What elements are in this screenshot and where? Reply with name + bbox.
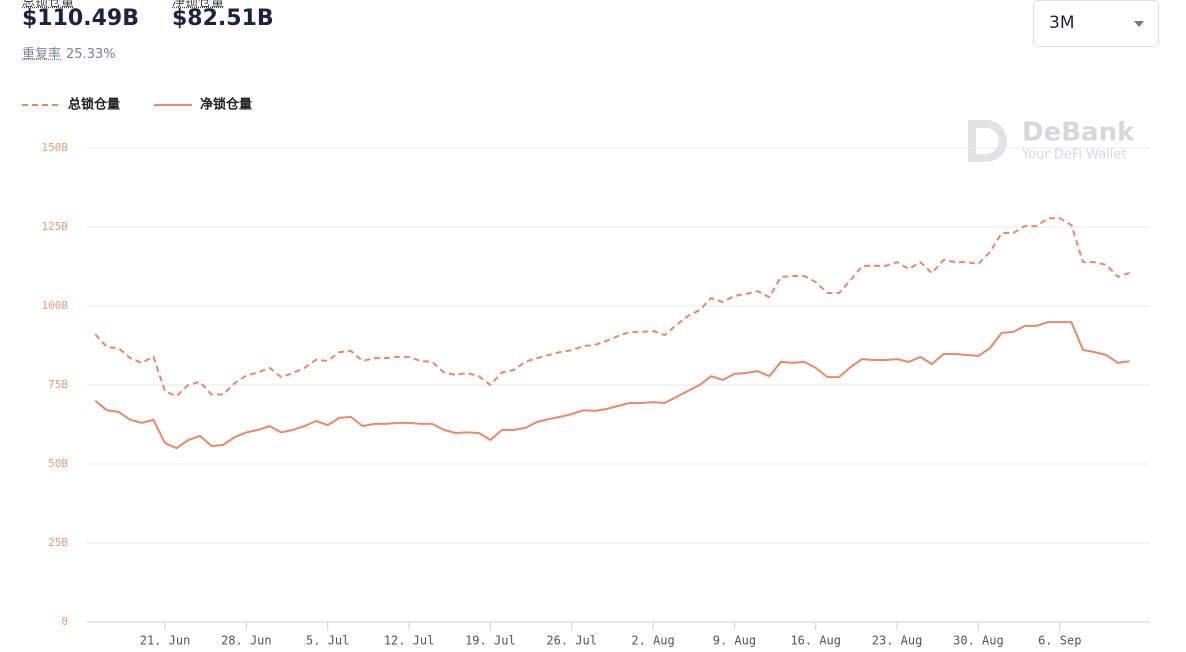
x-tick-label: 2. Aug bbox=[631, 634, 674, 648]
series-line bbox=[94, 217, 1130, 398]
x-tick-label: 21. Jun bbox=[140, 634, 191, 648]
y-tick-label: 150B bbox=[42, 141, 69, 154]
legend-label: 净锁仓量 bbox=[200, 97, 252, 113]
x-tick-label: 16. Aug bbox=[790, 634, 841, 648]
range-select[interactable]: 3M bbox=[1033, 0, 1159, 47]
x-tick-label: 5. Jul bbox=[306, 634, 349, 648]
x-tick-label: 26. Jul bbox=[546, 634, 597, 648]
legend-label: 总锁仓量 bbox=[68, 97, 120, 113]
net-label: 净锁仓量 bbox=[172, 0, 225, 10]
net-value: $82.51B bbox=[172, 6, 274, 31]
watermark-brand: DeBank bbox=[1022, 118, 1135, 148]
dup-label: 重复率 bbox=[22, 47, 62, 62]
watermark-tagline: Your DeFi Wallet bbox=[1021, 148, 1126, 163]
range-value: 3M bbox=[1049, 13, 1075, 33]
y-tick-label: 75B bbox=[48, 378, 68, 391]
x-tick-label: 19. Jul bbox=[465, 634, 516, 648]
y-tick-label: 25B bbox=[48, 536, 68, 549]
x-tick-label: 9. Aug bbox=[713, 634, 756, 648]
x-tick-label: 28. Jun bbox=[221, 634, 272, 648]
dup-rate: 重复率 25.33% bbox=[22, 43, 116, 62]
y-tick-label: 100B bbox=[42, 299, 69, 312]
y-tick-label: 125B bbox=[42, 220, 69, 233]
dup-value: 25.33% bbox=[66, 47, 116, 62]
tvl-label: 总锁仓量 bbox=[22, 0, 75, 10]
series-line bbox=[94, 321, 1130, 450]
x-tick-label: 12. Jul bbox=[384, 634, 435, 648]
y-tick-label: 50B bbox=[48, 457, 68, 470]
caret bbox=[1134, 21, 1144, 27]
x-tick-label: 30. Aug bbox=[953, 634, 1004, 648]
x-tick-label: 6. Sep bbox=[1038, 634, 1081, 648]
y-tick-label: 0 bbox=[61, 615, 68, 628]
tvl-value: $110.49B bbox=[22, 6, 139, 31]
x-tick-label: 23. Aug bbox=[872, 634, 923, 648]
watermark: DeBank Your DeFi Wallet bbox=[968, 118, 1135, 163]
watermark-logo bbox=[968, 120, 1007, 162]
